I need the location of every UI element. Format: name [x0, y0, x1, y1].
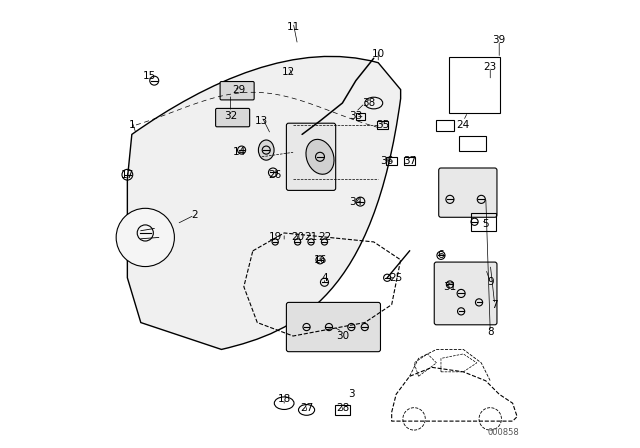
FancyBboxPatch shape [287, 123, 336, 190]
Text: 4: 4 [321, 273, 328, 283]
Text: 9: 9 [487, 277, 493, 287]
Text: 15: 15 [143, 71, 156, 81]
Text: 13: 13 [255, 116, 268, 126]
Text: 5: 5 [483, 219, 489, 229]
Text: 36: 36 [381, 156, 394, 166]
Circle shape [116, 208, 175, 267]
Text: 27: 27 [300, 403, 313, 413]
Text: 000858: 000858 [488, 428, 520, 437]
Text: 18: 18 [278, 394, 291, 404]
Text: 17: 17 [121, 170, 134, 180]
Text: 10: 10 [372, 49, 385, 59]
Text: 7: 7 [492, 300, 498, 310]
Text: 26: 26 [269, 170, 282, 180]
Bar [335, 405, 350, 415]
Text: 32: 32 [224, 112, 237, 121]
Text: 19: 19 [269, 233, 282, 242]
Text: 37: 37 [403, 156, 416, 166]
Bar [386, 157, 397, 165]
Bar [404, 157, 415, 165]
Text: 23: 23 [484, 62, 497, 72]
Text: 21: 21 [305, 233, 317, 242]
Text: 25: 25 [390, 273, 403, 283]
Text: 33: 33 [349, 112, 362, 121]
Text: 28: 28 [336, 403, 349, 413]
Text: 39: 39 [493, 35, 506, 45]
Text: 35: 35 [376, 121, 389, 130]
Ellipse shape [259, 140, 274, 160]
FancyBboxPatch shape [220, 82, 254, 100]
Text: 8: 8 [487, 327, 493, 336]
Text: 24: 24 [457, 121, 470, 130]
Text: 12: 12 [282, 67, 295, 77]
Text: 2: 2 [191, 210, 198, 220]
Bar [356, 113, 365, 120]
Ellipse shape [306, 139, 334, 174]
Text: 1: 1 [129, 121, 135, 130]
PathPatch shape [127, 56, 401, 349]
Text: 30: 30 [336, 331, 349, 341]
Text: 29: 29 [233, 85, 246, 95]
Text: 6: 6 [438, 250, 444, 260]
Text: 22: 22 [318, 233, 331, 242]
Text: 3: 3 [348, 389, 355, 399]
Bar [471, 213, 496, 231]
Bar [377, 121, 388, 129]
Text: 11: 11 [287, 22, 300, 32]
Text: 16: 16 [314, 255, 326, 265]
FancyBboxPatch shape [435, 262, 497, 325]
Text: 14: 14 [233, 147, 246, 157]
Bar [459, 135, 486, 151]
FancyBboxPatch shape [287, 302, 380, 352]
Text: 31: 31 [444, 282, 456, 292]
Bar [436, 120, 454, 131]
Text: 20: 20 [291, 233, 304, 242]
FancyBboxPatch shape [439, 168, 497, 217]
Text: 34: 34 [349, 197, 362, 207]
Text: 38: 38 [363, 98, 376, 108]
FancyBboxPatch shape [216, 108, 250, 127]
